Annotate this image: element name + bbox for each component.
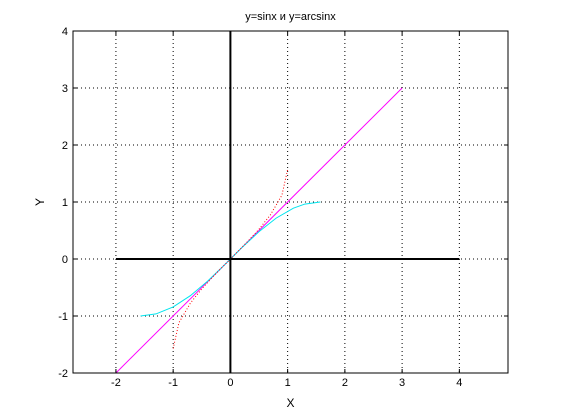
chart-title: y=sinx и y=arcsinx: [245, 11, 336, 23]
y-axis-label: Y: [33, 198, 47, 206]
x-tick-label: -1: [168, 377, 178, 389]
y-tick-label: 4: [62, 26, 68, 38]
x-tick-label: 4: [456, 377, 462, 389]
y-tick-label: -2: [58, 368, 68, 380]
y-tick-label: 3: [62, 83, 68, 95]
x-tick-label: -2: [111, 377, 121, 389]
y-tick-label: 1: [62, 197, 68, 209]
x-tick-label: 2: [342, 377, 348, 389]
y-tick-label: 2: [62, 140, 68, 152]
y-tick-label: -1: [58, 311, 68, 323]
x-tick-label: 0: [227, 377, 233, 389]
series-line-sinx: [140, 201, 321, 317]
x-tick-label: 3: [399, 377, 405, 389]
x-tick-label: 1: [285, 377, 291, 389]
ticks: -2 -1 0 1 2 3 4 -2 -1 0 1 2 3 4: [58, 26, 508, 389]
series-line-y-equals-x: [115, 87, 403, 374]
y-tick-label: 0: [62, 254, 68, 266]
x-axis-label: X: [286, 396, 294, 410]
axes-lines: [115, 31, 460, 373]
